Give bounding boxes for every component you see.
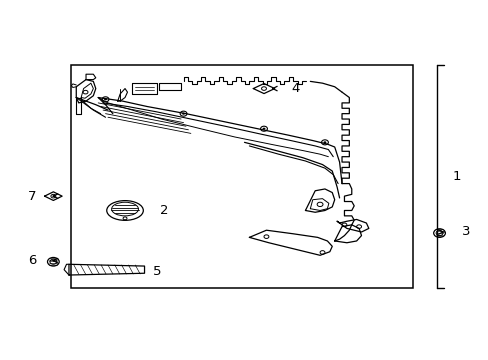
Circle shape xyxy=(323,141,326,143)
Text: 7: 7 xyxy=(28,190,37,203)
Text: 2: 2 xyxy=(160,204,168,217)
Text: 5: 5 xyxy=(152,265,161,278)
Bar xyxy=(71,65,412,288)
Text: 4: 4 xyxy=(291,82,299,95)
Circle shape xyxy=(262,128,265,130)
Circle shape xyxy=(182,113,184,115)
Text: 1: 1 xyxy=(451,170,460,183)
Text: 6: 6 xyxy=(28,254,37,267)
Circle shape xyxy=(104,98,107,100)
Text: 3: 3 xyxy=(461,225,469,238)
